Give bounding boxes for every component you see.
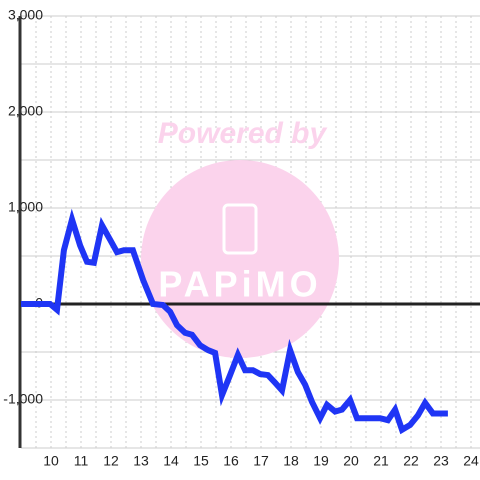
y-tick-label: 3,000 (8, 7, 43, 23)
y-tick-label: -1,000 (3, 391, 43, 407)
x-tick-label: 12 (103, 453, 119, 469)
x-tick-label: 14 (163, 453, 179, 469)
x-tick-label: 16 (223, 453, 239, 469)
x-tick-label: 23 (433, 453, 449, 469)
x-tick-label: 18 (283, 453, 299, 469)
x-tick-label: 17 (253, 453, 269, 469)
x-tick-label: 11 (74, 453, 89, 469)
x-tick-label: 10 (43, 453, 59, 469)
watermark-title: Powered by (158, 117, 328, 150)
y-tick-label: 2,000 (8, 103, 43, 119)
x-tick-label: 20 (343, 453, 359, 469)
x-tick-label: 21 (373, 453, 389, 469)
watermark-icon (222, 203, 258, 255)
x-tick-label: 22 (403, 453, 419, 469)
watermark-circle (141, 160, 339, 358)
data-line (21, 208, 448, 435)
y-tick-label: 1,000 (8, 199, 43, 215)
x-tick-label: 19 (313, 453, 329, 469)
x-tick-label: 15 (193, 453, 209, 469)
x-tick-label: 13 (133, 453, 149, 469)
watermark-logo: PAPiMO (158, 264, 321, 305)
x-tick-label: 24 (463, 453, 479, 469)
